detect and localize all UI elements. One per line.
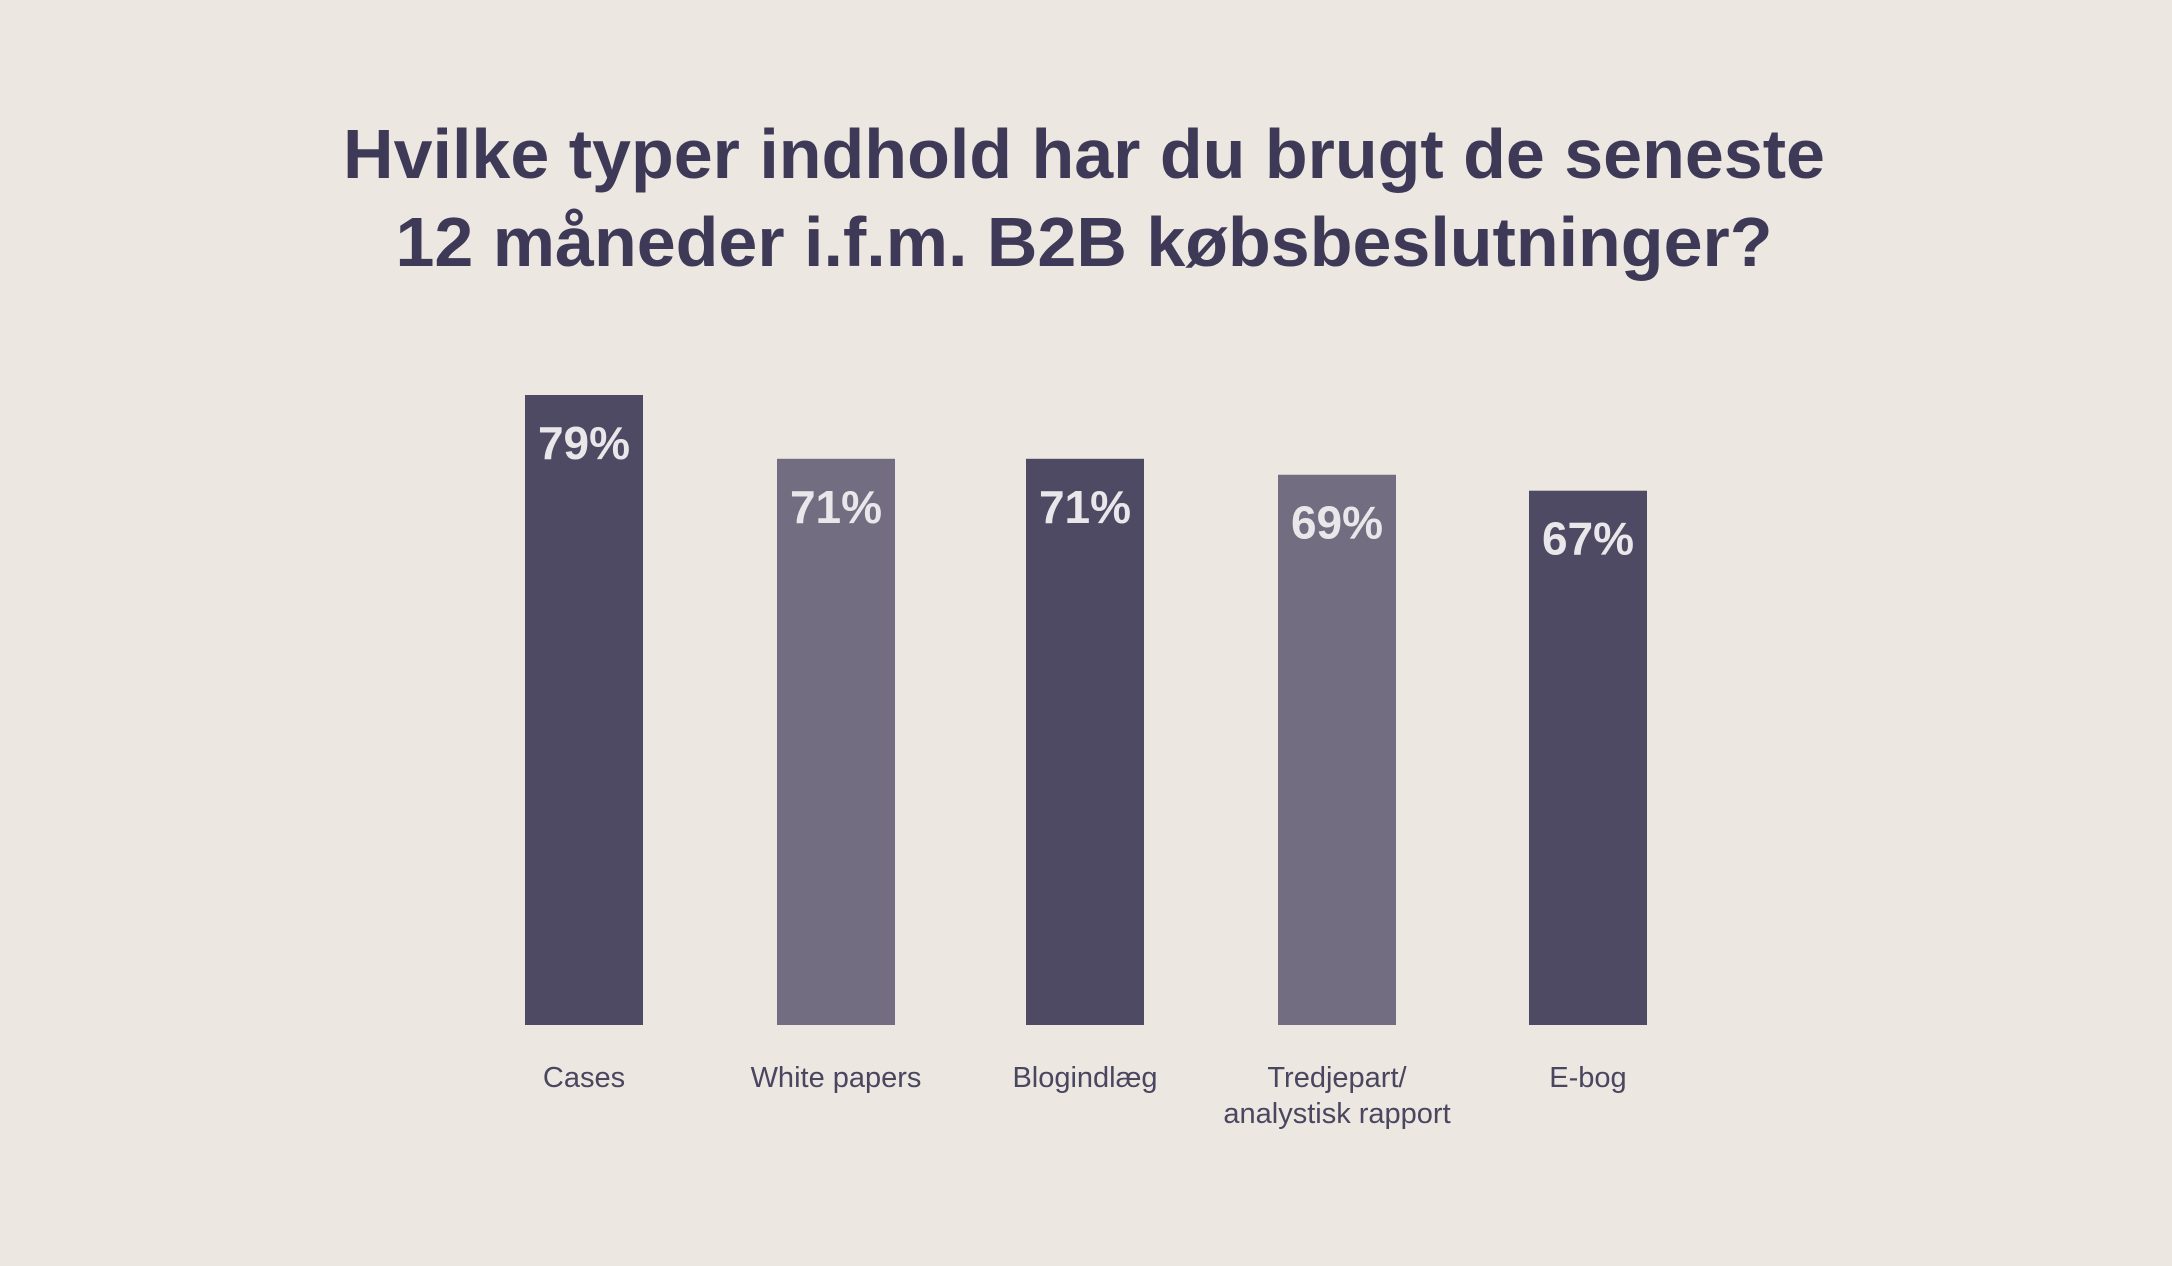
bar — [1529, 490, 1647, 1026]
category-label: White papers — [751, 1062, 922, 1094]
value-label: 67% — [1542, 513, 1634, 565]
value-label: 71% — [1039, 481, 1131, 533]
bar — [1278, 474, 1396, 1025]
bar — [777, 458, 895, 1025]
category-label: Blogindlæg — [1012, 1062, 1157, 1094]
value-label: 71% — [790, 481, 882, 533]
value-label: 69% — [1291, 497, 1383, 549]
category-label: Cases — [543, 1062, 625, 1094]
value-label: 79% — [538, 417, 630, 469]
bar — [525, 395, 643, 1025]
category-label: E-bog — [1549, 1062, 1626, 1094]
chart-title-line-1: Hvilke typer indhold har du brugt de sen… — [343, 115, 1825, 193]
bar — [1026, 458, 1144, 1025]
category-label: analystisk rapport — [1223, 1098, 1450, 1130]
chart-title-line-2: 12 måneder i.f.m. B2B købsbeslutninger? — [396, 203, 1773, 281]
category-label: Tredjepart/ — [1267, 1062, 1407, 1094]
